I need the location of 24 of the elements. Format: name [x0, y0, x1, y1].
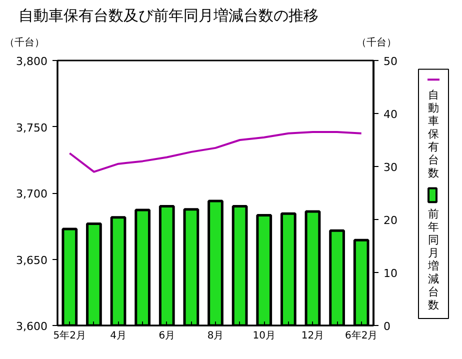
y-tick-label: 3,650	[16, 254, 48, 267]
y2-tick-label: 30	[384, 161, 398, 174]
y2-axis-title: （千台）	[356, 36, 396, 48]
line-series	[68, 131, 362, 173]
y-tick-label: 3,800	[16, 55, 48, 68]
x-tick-label: 10月	[252, 330, 276, 342]
legend-label: 自動車保有台数	[428, 88, 439, 180]
x-tick-label: 8月	[207, 330, 224, 342]
x-tick-label: 5年2月	[53, 330, 86, 342]
y-axis-title: （千台）	[4, 36, 44, 48]
x-tick-label: 6年2月	[344, 330, 378, 342]
x-tick-label: 6月	[158, 330, 176, 342]
legend-label: 前年同月増減台数	[427, 207, 439, 312]
y2-tick-label: 20	[384, 214, 398, 227]
y2-tick-label: 0	[384, 320, 390, 333]
y-tick-label: 3,600	[16, 320, 48, 333]
y-tick-label: 3,700	[16, 188, 48, 200]
x-tick-label: 12月	[301, 330, 324, 342]
y-tick-label: 3,750	[16, 121, 48, 134]
chart-title: 自動車保有台数及び前年同月増減台数の推移	[18, 6, 318, 24]
y2-tick-label: 10	[384, 267, 398, 280]
x-tick-label: 4月	[110, 330, 126, 342]
y2-tick-label: 50	[384, 55, 398, 68]
y2-tick-label: 40	[384, 108, 398, 121]
